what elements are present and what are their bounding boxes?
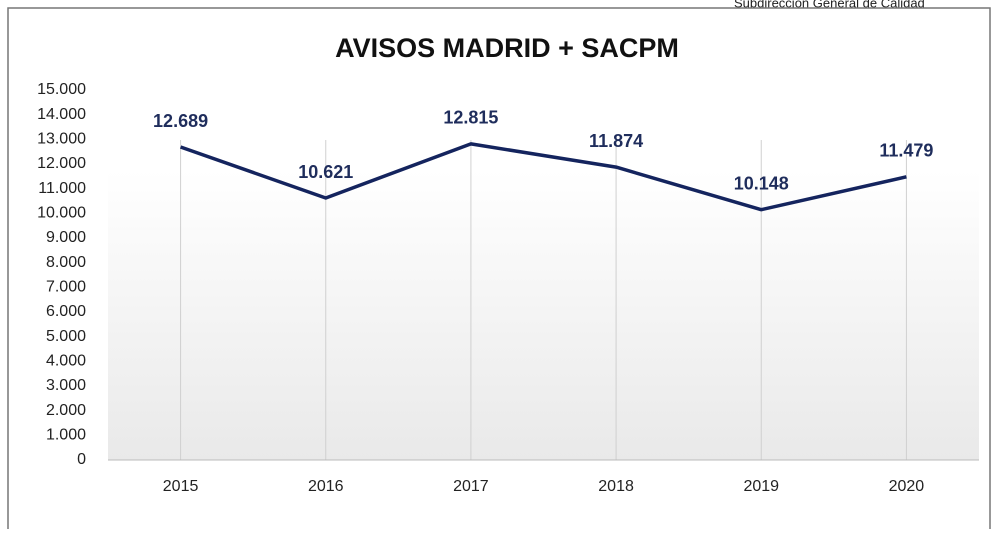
x-tick-label: 2018	[598, 478, 634, 495]
y-tick-label: 10.000	[37, 205, 86, 222]
chart-title: AVISOS MADRID + SACPM	[335, 33, 679, 63]
data-label: 12.689	[153, 111, 208, 131]
y-tick-label: 13.000	[37, 131, 86, 148]
y-tick-label: 15.000	[37, 81, 86, 98]
y-tick-label: 0	[77, 451, 86, 468]
data-label: 10.621	[298, 162, 353, 182]
x-tick-label: 2020	[889, 478, 925, 495]
x-tick-label: 2016	[308, 478, 344, 495]
plot-background	[108, 170, 979, 460]
data-label: 12.815	[443, 108, 498, 128]
y-tick-label: 7.000	[46, 279, 86, 296]
x-tick-label: 2017	[453, 478, 489, 495]
data-label: 11.479	[879, 141, 933, 161]
y-tick-label: 4.000	[46, 353, 86, 370]
y-tick-label: 6.000	[46, 303, 86, 320]
y-tick-label: 14.000	[37, 106, 86, 123]
y-tick-label: 12.000	[37, 155, 86, 172]
x-tick-label: 2019	[743, 478, 779, 495]
y-tick-label: 9.000	[46, 229, 86, 246]
data-label: 10.148	[734, 173, 789, 193]
x-tick-label: 2015	[163, 478, 199, 495]
data-label: 11.874	[589, 131, 643, 151]
y-tick-label: 3.000	[46, 377, 86, 394]
data-line	[180, 142, 907, 212]
y-tick-label: 11.000	[38, 180, 86, 197]
y-tick-label: 5.000	[46, 328, 86, 345]
y-tick-label: 1.000	[46, 427, 86, 444]
y-tick-label: 8.000	[46, 254, 86, 271]
header-text: Subdirección General de Calidad	[734, 0, 925, 10]
y-tick-label: 2.000	[46, 402, 86, 419]
